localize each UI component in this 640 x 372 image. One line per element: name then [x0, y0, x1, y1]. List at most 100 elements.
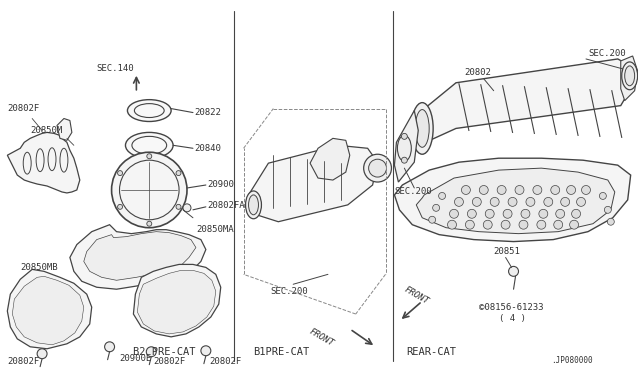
Circle shape: [519, 220, 528, 229]
Text: B2 PRE-CAT: B2 PRE-CAT: [132, 347, 195, 357]
Circle shape: [551, 186, 560, 195]
Text: 20822: 20822: [194, 108, 221, 117]
Circle shape: [533, 186, 542, 195]
Circle shape: [600, 192, 606, 199]
Polygon shape: [70, 225, 206, 289]
Polygon shape: [84, 232, 196, 280]
Text: 20802: 20802: [464, 68, 491, 77]
Circle shape: [515, 186, 524, 195]
Ellipse shape: [248, 195, 259, 215]
Polygon shape: [138, 270, 216, 334]
Ellipse shape: [415, 110, 429, 147]
Circle shape: [526, 198, 535, 206]
Ellipse shape: [48, 148, 56, 171]
Circle shape: [521, 209, 530, 218]
Polygon shape: [310, 138, 350, 180]
Circle shape: [483, 220, 492, 229]
Circle shape: [539, 209, 548, 218]
Text: REAR-CAT: REAR-CAT: [406, 347, 456, 357]
Circle shape: [118, 171, 122, 176]
Text: 20802F: 20802F: [209, 357, 241, 366]
Circle shape: [485, 209, 494, 218]
Circle shape: [176, 204, 181, 209]
Circle shape: [454, 198, 463, 206]
Circle shape: [503, 209, 512, 218]
Circle shape: [556, 209, 564, 218]
Circle shape: [111, 152, 187, 228]
Polygon shape: [133, 264, 221, 337]
Ellipse shape: [36, 149, 44, 171]
Circle shape: [401, 157, 407, 163]
Text: FRONT: FRONT: [308, 327, 335, 348]
Text: SEC.140: SEC.140: [97, 64, 134, 73]
Circle shape: [561, 198, 570, 206]
Polygon shape: [394, 158, 630, 241]
Circle shape: [433, 204, 440, 211]
Circle shape: [497, 186, 506, 195]
Text: 20802F: 20802F: [7, 104, 40, 113]
Polygon shape: [7, 132, 80, 193]
Ellipse shape: [23, 152, 31, 174]
Polygon shape: [57, 119, 72, 140]
Circle shape: [554, 220, 563, 229]
Circle shape: [501, 220, 510, 229]
Circle shape: [447, 220, 456, 229]
Circle shape: [147, 221, 152, 226]
Ellipse shape: [625, 66, 635, 86]
Circle shape: [401, 134, 407, 140]
Polygon shape: [12, 276, 84, 345]
Text: 20802FA: 20802FA: [207, 201, 244, 210]
Text: SEC.200: SEC.200: [394, 187, 432, 196]
Circle shape: [118, 204, 122, 209]
Text: 20850MB: 20850MB: [20, 263, 58, 272]
Circle shape: [37, 349, 47, 359]
Circle shape: [461, 186, 470, 195]
Circle shape: [607, 218, 614, 225]
Circle shape: [183, 204, 191, 212]
Text: 20802F: 20802F: [7, 357, 40, 366]
Polygon shape: [412, 59, 630, 148]
Polygon shape: [394, 110, 419, 182]
Text: .JP080000: .JP080000: [551, 356, 593, 365]
Circle shape: [364, 154, 392, 182]
Ellipse shape: [127, 100, 171, 122]
Text: ©08156-61233: ©08156-61233: [479, 302, 543, 312]
Ellipse shape: [621, 62, 637, 90]
Ellipse shape: [412, 103, 433, 154]
Circle shape: [467, 209, 476, 218]
Polygon shape: [7, 269, 92, 349]
Ellipse shape: [125, 132, 173, 158]
Circle shape: [570, 220, 579, 229]
Text: FRONT: FRONT: [402, 285, 430, 307]
Circle shape: [104, 342, 115, 352]
Circle shape: [201, 346, 211, 356]
Circle shape: [472, 198, 481, 206]
Ellipse shape: [134, 104, 164, 118]
Circle shape: [147, 347, 156, 357]
Circle shape: [508, 198, 517, 206]
Text: SEC.200: SEC.200: [588, 48, 626, 58]
Text: ( 4 ): ( 4 ): [499, 314, 525, 324]
Circle shape: [429, 216, 436, 223]
Circle shape: [604, 206, 611, 213]
Circle shape: [572, 209, 580, 218]
Text: 20850MA: 20850MA: [196, 225, 234, 234]
Polygon shape: [248, 145, 378, 222]
Circle shape: [369, 159, 387, 177]
Ellipse shape: [246, 191, 262, 219]
Text: 20900: 20900: [207, 180, 234, 189]
Text: 20851: 20851: [493, 247, 520, 256]
Polygon shape: [621, 56, 637, 101]
Text: 20900E: 20900E: [120, 354, 152, 363]
Text: B1PRE-CAT: B1PRE-CAT: [253, 347, 310, 357]
Ellipse shape: [60, 148, 68, 172]
Ellipse shape: [397, 135, 412, 161]
Circle shape: [147, 154, 152, 159]
Circle shape: [449, 209, 458, 218]
Circle shape: [537, 220, 546, 229]
Circle shape: [582, 186, 591, 195]
Circle shape: [438, 192, 445, 199]
Circle shape: [120, 160, 179, 220]
Circle shape: [566, 186, 575, 195]
Text: 20840: 20840: [194, 144, 221, 153]
